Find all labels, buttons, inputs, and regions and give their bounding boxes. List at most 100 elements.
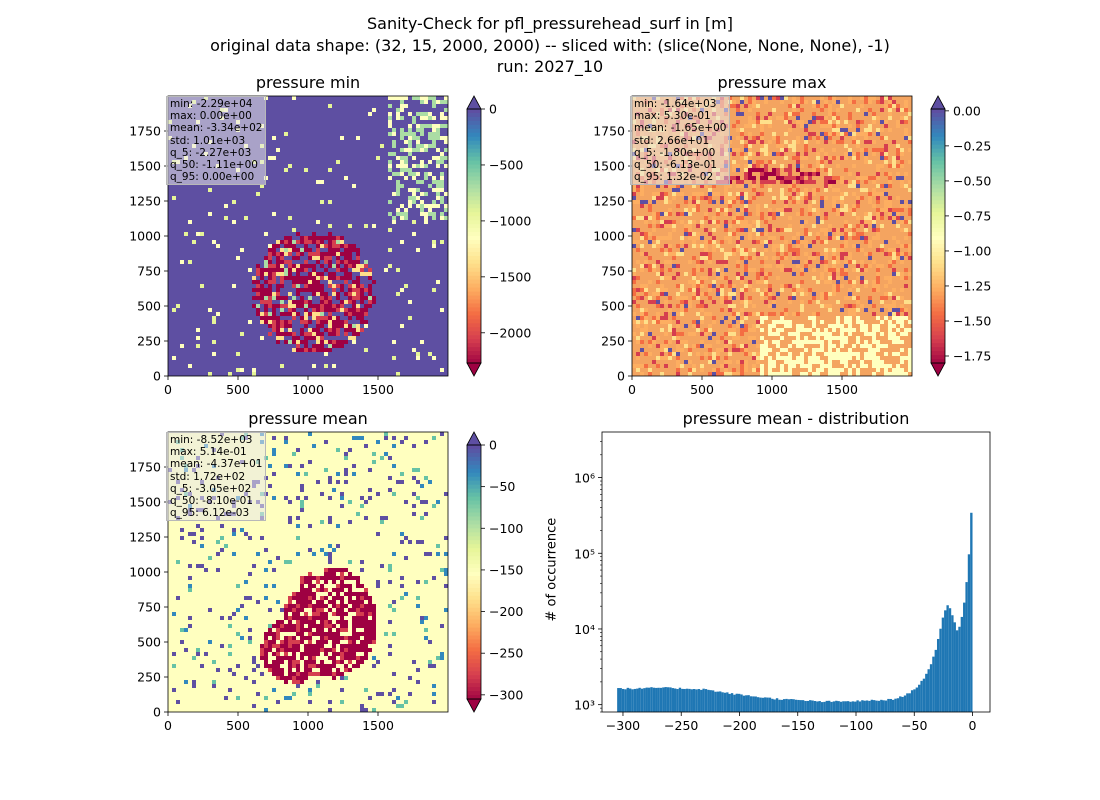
histogram-bar: [948, 608, 952, 712]
y-tick-label: 1500: [129, 159, 161, 174]
histogram-x-tick-label: −150: [781, 718, 815, 733]
histogram-bar: [818, 701, 821, 712]
histogram-bar: [771, 698, 774, 712]
histogram-bar: [730, 693, 734, 712]
histogram-bar: [908, 693, 911, 712]
colorbar-extend-top: [466, 95, 482, 110]
histogram-bar: [721, 692, 724, 712]
figure-title-line-2: original data shape: (32, 15, 2000, 2000…: [210, 36, 890, 55]
histogram-bar: [659, 687, 663, 712]
histogram-bar: [820, 702, 824, 712]
histogram-bar: [953, 622, 956, 712]
histogram-bar: [903, 695, 907, 712]
histogram-bar: [873, 700, 876, 712]
histogram-bar: [920, 680, 923, 712]
histogram-x-tick-label: 0: [969, 718, 977, 733]
histogram-x-tick-label: −300: [606, 718, 640, 733]
histogram-bar: [868, 700, 871, 712]
histogram-bar: [787, 699, 791, 712]
histogram-bar: [640, 688, 644, 712]
map-texture: [168, 432, 448, 712]
x-tick-label: 1000: [756, 382, 788, 397]
colorbar-tick-label: −0.75: [953, 208, 991, 223]
histogram-bar: [617, 688, 620, 712]
x-tick-label: 500: [690, 382, 714, 397]
histogram-bar: [910, 690, 914, 712]
stat-line: q_5: -1.80e+00: [634, 146, 716, 159]
histogram-bar: [681, 688, 684, 712]
histogram-bar: [932, 656, 935, 712]
histogram-bar: [690, 689, 693, 712]
colorbar-extend-top: [930, 95, 946, 110]
stat-line: min: -2.29e+04: [170, 98, 253, 110]
histogram-bar: [887, 698, 890, 712]
colorbar-min: 0 −500 −1000 −1500 −2000: [466, 95, 531, 377]
histogram-bar: [816, 701, 819, 712]
histogram-bar: [688, 688, 691, 712]
histogram-bar: [891, 699, 895, 712]
map-texture: [168, 96, 448, 376]
stats-box-min: min: -2.29e+04 max: 0.00e+00 mean: -3.34…: [166, 96, 267, 186]
x-tick-label: 1500: [362, 382, 394, 397]
histogram-bar: [918, 684, 921, 712]
colorbar-max: 0.00 −0.25 −0.50 −0.75 −1.00 −1.25 −1.50 −1.75: [930, 95, 991, 377]
colorbars-layer: 0−500−1000−1500−2000 0.00−0.25−0.50−0.75−…: [466, 95, 991, 713]
y-tick-label: 250: [137, 670, 161, 685]
histogram-bar: [764, 697, 767, 712]
stat-line: std: 1.01e+03: [170, 134, 246, 147]
histogram-bar: [880, 699, 883, 712]
panel-title-max: pressure max: [717, 73, 827, 92]
y-tick-label: 1250: [129, 194, 161, 209]
histogram-x-tick-label: −250: [664, 718, 698, 733]
stat-line: min: -1.64e+03: [634, 98, 717, 110]
x-tick-label: 0: [164, 718, 172, 733]
histogram-bar: [628, 688, 632, 712]
colorbar-tick-label: 0: [489, 102, 497, 117]
histogram-bar: [733, 694, 736, 712]
stat-line: max: 0.00e+00: [170, 110, 252, 123]
y-tick-label: 1000: [129, 229, 161, 244]
histogram-bar: [740, 694, 743, 712]
histogram-bar: [951, 615, 954, 712]
histogram-bar: [752, 696, 755, 712]
histogram-bar: [719, 691, 722, 712]
stat-line: max: 5.14e-01: [170, 446, 247, 459]
histogram-bar: [647, 687, 651, 712]
stat-line: std: 2.66e+01: [634, 134, 710, 147]
histogram-bar: [894, 698, 897, 712]
histogram-x-tick-label: −100: [839, 718, 873, 733]
stat-line: q_50: -1.11e+00: [170, 159, 258, 172]
histogram-bar: [775, 698, 779, 712]
histogram-bar: [621, 688, 625, 712]
histogram-bar: [844, 701, 847, 712]
histogram-bar: [747, 695, 750, 712]
histogram-bar: [766, 697, 769, 712]
histogram-bar: [804, 700, 807, 712]
histogram-bar: [723, 692, 727, 712]
colorbar-tick-label: −300: [489, 687, 523, 702]
histogram-bar: [863, 700, 866, 712]
histogram-bar: [963, 602, 966, 712]
histogram-bar: [773, 699, 776, 712]
histogram-bar: [624, 689, 627, 712]
stats-box-mean: min: -8.52e+03 max: 5.14e-01 mean: -4.37…: [166, 432, 267, 522]
histogram-bar: [728, 693, 731, 712]
histogram-bar: [749, 696, 753, 712]
histogram-layer: −300 −250 −200 −150 −100 −50 0 10³ 10⁴ 10⁵ 10⁶: [574, 431, 991, 733]
colorbar-tick-label: −200: [489, 604, 523, 619]
histogram-bar: [714, 691, 717, 712]
histogram-bar: [965, 582, 968, 712]
y-tick-label: 750: [601, 264, 625, 279]
histogram-bar: [955, 630, 959, 712]
histogram-bar: [856, 700, 859, 712]
histogram-bar: [643, 688, 646, 712]
histogram-bar: [901, 696, 904, 712]
histogram-bar: [809, 700, 812, 712]
stat-line: q_95: 0.00e+00: [170, 171, 255, 184]
histogram-bar: [851, 701, 855, 712]
histogram-bar: [882, 700, 885, 712]
histogram-bar: [944, 610, 947, 712]
histogram-bar: [858, 701, 862, 712]
histogram-bar: [619, 688, 622, 712]
stat-line: q_5: -3.05e+02: [170, 482, 252, 495]
